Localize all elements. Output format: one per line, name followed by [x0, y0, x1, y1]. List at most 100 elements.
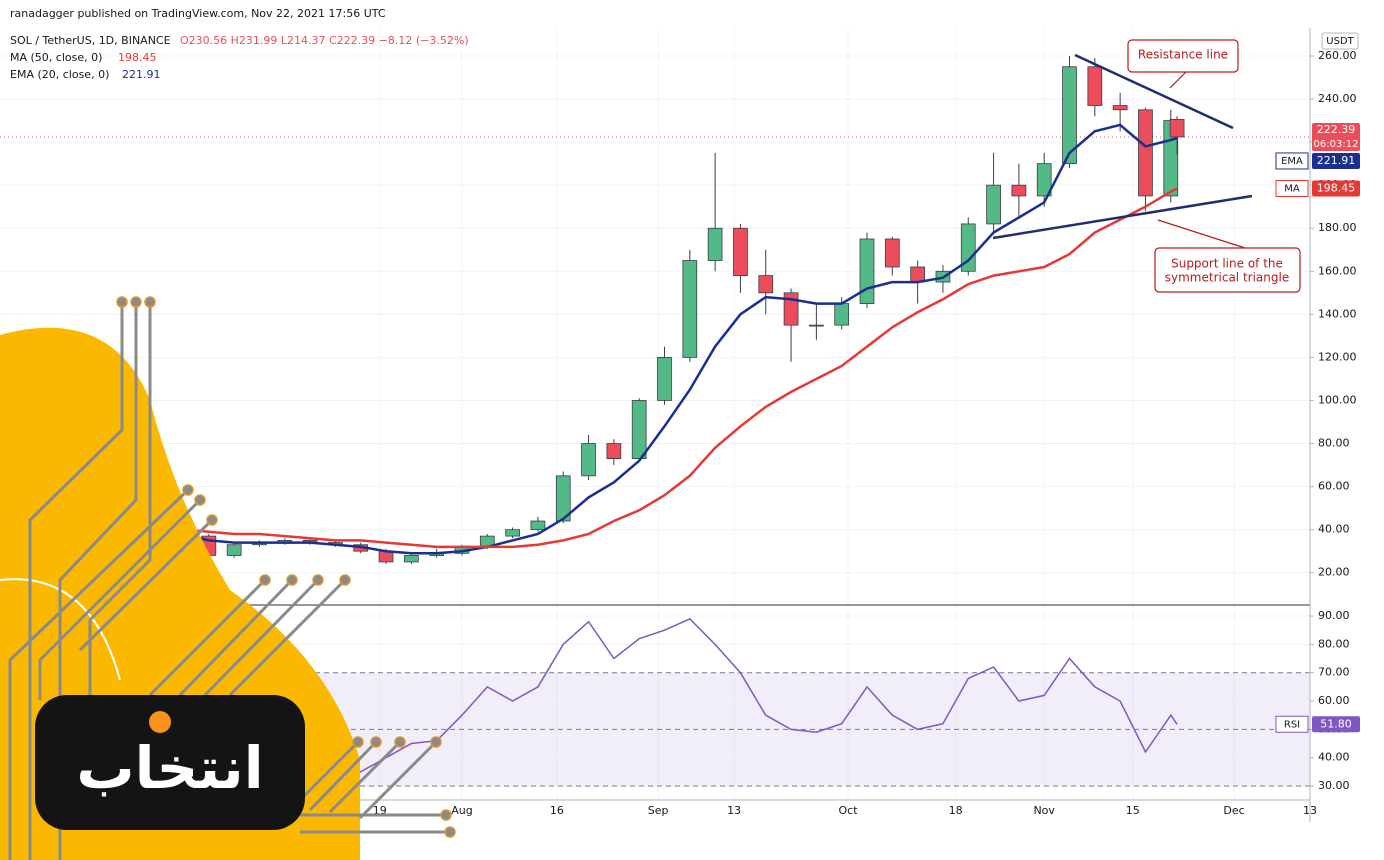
candle-body	[834, 303, 850, 326]
circuit-node	[194, 494, 206, 506]
ema-tag-value-box	[1312, 152, 1360, 169]
y-tick-label: 140.00	[1318, 307, 1357, 320]
circuit-line	[38, 498, 202, 700]
candle-body	[631, 400, 647, 459]
candle-body	[733, 227, 748, 276]
resistance-annotation: Resistance line	[1127, 39, 1239, 89]
candle-body	[1062, 66, 1077, 165]
candle-body	[910, 266, 925, 283]
circuit-node	[352, 736, 364, 748]
y-tick-label: 40.00	[1318, 523, 1350, 536]
x-tick-label: 13	[727, 804, 741, 817]
logo-nodes	[116, 296, 456, 838]
circuit-node	[286, 574, 298, 586]
y-tick-label: 160.00	[1318, 264, 1357, 277]
candle-body	[226, 544, 242, 556]
candle-body	[1138, 109, 1153, 197]
circuit-node	[430, 736, 442, 748]
annotation-text: symmetrical triangle	[1165, 271, 1289, 285]
y-tick-label: 260.00	[1318, 49, 1357, 62]
x-tick-label: Aug	[451, 804, 472, 817]
rsi-tick-label: 30.00	[1318, 779, 1350, 792]
logo-curve	[0, 578, 121, 681]
ema-tag-label: EMA	[1281, 156, 1303, 167]
candle-body	[581, 443, 596, 477]
annotation-box	[1127, 39, 1239, 73]
last-price-tag	[1312, 122, 1360, 151]
rsi-tick-label: 60.00	[1318, 694, 1350, 707]
annotation-pointer	[1157, 219, 1246, 249]
countdown: 06:03:12	[1314, 139, 1359, 150]
candle-body	[682, 260, 698, 358]
logo: انتخاب	[0, 296, 456, 860]
x-tick-label: Nov	[1033, 804, 1055, 817]
currency-box	[1321, 32, 1359, 50]
candle-body	[1169, 118, 1185, 138]
circuit-line	[178, 578, 294, 697]
rsi-tick-label: 40.00	[1318, 751, 1350, 764]
publisher-line: ranadagger published on TradingView.com,…	[10, 7, 386, 20]
candle-body	[1036, 163, 1052, 197]
circuit-line	[328, 740, 402, 814]
rsi-tick-label: 90.00	[1318, 609, 1350, 622]
rsi-tag-value-box	[1312, 716, 1360, 733]
ma-tag-label: MA	[1284, 184, 1300, 195]
candle-body	[859, 238, 875, 304]
logo-badge	[35, 695, 305, 830]
last-price-value: 222.39	[1317, 123, 1356, 136]
annotation-text: Support line of the	[1171, 257, 1283, 271]
resistance-trendline	[1074, 53, 1234, 130]
candle-body	[530, 520, 546, 531]
price-tags: 222.39 06:03:12 EMA 221.91 MA 198.45 RSI 51.80	[1275, 122, 1360, 733]
rsi-tag-value: 51.80	[1320, 717, 1352, 730]
y-tick-label: 180.00	[1318, 221, 1357, 234]
circuit-node	[394, 736, 406, 748]
candle-body	[884, 238, 900, 268]
ema-legend-value: 221.91	[122, 68, 161, 81]
rsi-tick-label: 80.00	[1318, 637, 1350, 650]
ema-legend: EMA (20, close, 0)	[10, 68, 109, 81]
circuit-node	[144, 296, 156, 308]
logo-coin	[149, 711, 171, 733]
ma-tag-label-box	[1275, 180, 1309, 198]
header-bar	[0, 0, 1384, 28]
rsi-tag-label-box	[1275, 715, 1309, 733]
moving-average-line	[158, 187, 1178, 549]
y-tick-label: 80.00	[1318, 437, 1350, 450]
candle-body	[606, 443, 622, 459]
ema-tag-value: 221.91	[1317, 154, 1356, 167]
x-tick-label: Dec	[1223, 804, 1244, 817]
candle-body	[1112, 105, 1128, 111]
circuit-node	[339, 574, 351, 586]
moving-average-line	[158, 123, 1178, 555]
circuit-line	[308, 740, 378, 812]
circuit-node	[312, 574, 324, 586]
circuit-node	[206, 514, 218, 526]
support-annotation: Support line of the symmetrical triangle	[1154, 219, 1301, 293]
candle-body	[403, 555, 419, 563]
currency-label: USDT	[1326, 36, 1354, 47]
support-trendline	[992, 194, 1253, 240]
circuit-line	[28, 302, 124, 860]
ma-legend: MA (50, close, 0)	[10, 51, 102, 64]
circuit-node	[444, 826, 456, 838]
candle-body	[505, 529, 520, 537]
circuit-line	[358, 740, 438, 820]
circuit-line	[78, 518, 214, 652]
y-tick-label: 60.00	[1318, 480, 1350, 493]
circuit-node	[259, 574, 271, 586]
annotation-text: Resistance line	[1138, 48, 1228, 62]
ohlc-values: O230.56 H231.99 L214.37 C222.39 −8.12 (−…	[180, 34, 469, 47]
candle-body	[707, 227, 723, 261]
candle-body	[986, 184, 1001, 225]
candle-body	[555, 475, 571, 522]
ema-tag-label-box	[1275, 152, 1309, 170]
circuit-line	[228, 578, 347, 697]
rsi-tick-label: 70.00	[1318, 666, 1350, 679]
annotation-pointer	[1169, 71, 1187, 89]
y-tick-label: 120.00	[1318, 350, 1357, 363]
candle-body	[1011, 184, 1027, 197]
circuit-node	[130, 296, 142, 308]
x-tick-label: 18	[949, 804, 963, 817]
